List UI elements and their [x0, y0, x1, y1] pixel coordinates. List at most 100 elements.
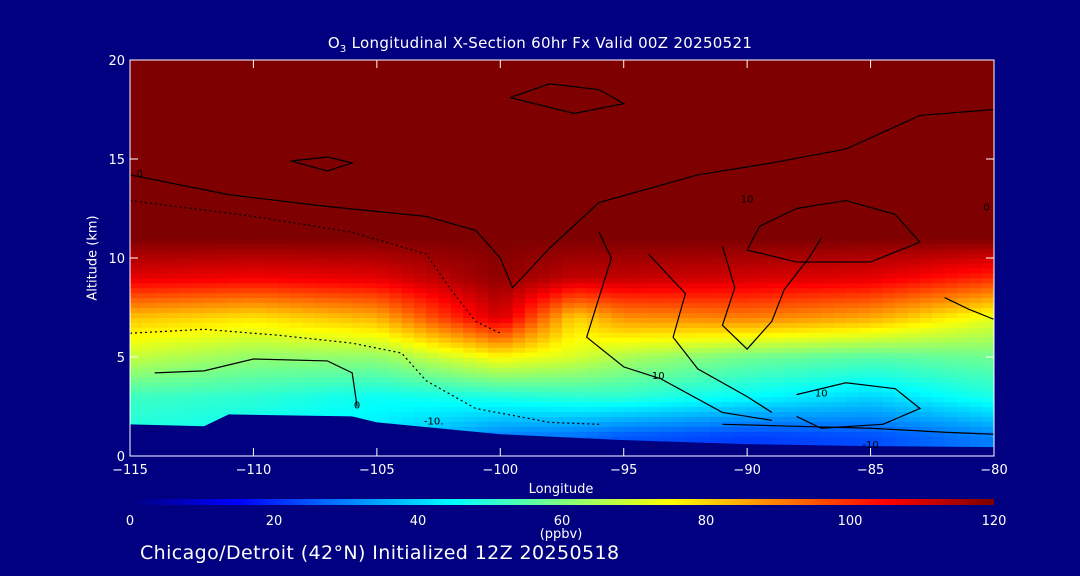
heatmap-cell	[389, 317, 403, 323]
heatmap-cell	[364, 327, 378, 333]
heatmap-cell	[154, 302, 168, 309]
heatmap-cell	[364, 292, 378, 299]
heatmap-cell	[376, 411, 390, 417]
heatmap-cell	[142, 376, 156, 383]
heatmap-cell	[142, 406, 156, 413]
heatmap-cell	[870, 431, 884, 437]
heatmap-cell	[969, 401, 983, 408]
heatmap-cell	[574, 391, 588, 398]
heatmap-cell	[327, 317, 341, 323]
heatmap-cell	[327, 347, 341, 353]
heatmap-cell	[228, 248, 242, 254]
heatmap-cell	[278, 317, 292, 323]
heatmap-cell	[562, 258, 575, 264]
heatmap-cell	[611, 426, 625, 432]
heatmap-cell	[673, 302, 687, 309]
heatmap-cell	[562, 386, 575, 393]
heatmap-cell	[697, 391, 711, 398]
heatmap-cell	[611, 421, 625, 427]
heatmap-cell	[241, 327, 255, 333]
heatmap-cell	[487, 223, 501, 229]
heatmap-cell	[845, 233, 859, 239]
heatmap-cell	[376, 327, 390, 333]
heatmap-cell	[919, 312, 933, 318]
heatmap-cell	[475, 327, 489, 333]
heatmap-cell	[796, 312, 810, 318]
heatmap-cell	[500, 352, 514, 358]
heatmap-cell	[216, 243, 230, 249]
heatmap-cell	[537, 357, 551, 363]
heatmap-cell	[463, 411, 477, 417]
heatmap-cell	[623, 282, 637, 289]
contour-line	[130, 199, 501, 334]
heatmap-cell	[265, 411, 279, 417]
heatmap-cell	[673, 381, 687, 388]
heatmap-cell	[191, 386, 205, 393]
heatmap-cell	[611, 342, 625, 348]
heatmap-cell	[660, 406, 674, 413]
heatmap-cell	[932, 262, 946, 269]
heatmap-cell	[722, 287, 736, 294]
heatmap-cell	[907, 302, 921, 309]
heatmap-cell	[697, 436, 711, 442]
heatmap-cell	[438, 233, 452, 239]
heatmap-cell	[500, 342, 514, 348]
heatmap-cell	[784, 416, 798, 422]
heatmap-cell	[389, 253, 403, 259]
heatmap-cell	[648, 342, 662, 348]
heatmap-cell	[759, 297, 773, 304]
heatmap-cell	[130, 238, 143, 244]
heatmap-cell	[821, 282, 835, 289]
heatmap-cell	[179, 342, 193, 348]
heatmap-cell	[167, 332, 180, 338]
heatmap-cell	[895, 228, 909, 234]
heatmap-cell	[426, 376, 440, 383]
heatmap-cell	[265, 332, 279, 338]
heatmap-cell	[438, 253, 452, 259]
heatmap-cell	[574, 287, 588, 294]
heatmap-cell	[241, 322, 255, 328]
heatmap-cell	[673, 317, 687, 323]
heatmap-cell	[895, 302, 909, 309]
heatmap-cell	[784, 361, 798, 368]
heatmap-cell	[549, 396, 563, 403]
heatmap-cell	[784, 272, 798, 279]
heatmap-cell	[895, 436, 909, 442]
heatmap-cell	[981, 386, 994, 393]
heatmap-cell	[586, 361, 600, 368]
heatmap-cell	[278, 302, 292, 309]
contour-label: 10	[815, 389, 828, 400]
heatmap-cell	[673, 332, 687, 338]
heatmap-cell	[907, 342, 921, 348]
heatmap-cell	[130, 411, 143, 417]
heatmap-cell	[636, 327, 649, 333]
heatmap-cell	[179, 406, 193, 413]
heatmap-cell	[673, 223, 687, 229]
heatmap-cell	[611, 317, 625, 323]
heatmap-cell	[426, 258, 440, 264]
heatmap-cell	[130, 277, 143, 284]
heatmap-cell	[882, 332, 896, 338]
heatmap-cell	[944, 302, 958, 309]
heatmap-cell	[660, 421, 674, 427]
heatmap-cell	[376, 258, 390, 264]
heatmap-cell	[228, 218, 242, 224]
heatmap-cell	[142, 381, 156, 388]
heatmap-cell	[487, 401, 501, 408]
heatmap-cell	[352, 282, 366, 289]
heatmap-cell	[216, 292, 230, 299]
heatmap-cell	[636, 376, 649, 383]
heatmap-cell	[586, 431, 600, 437]
heatmap-cell	[734, 327, 748, 333]
heatmap-cell	[401, 218, 415, 224]
heatmap-cell	[179, 302, 193, 309]
heatmap-cell	[821, 436, 835, 442]
heatmap-cell	[327, 233, 341, 239]
heatmap-cell	[463, 277, 477, 284]
heatmap-cell	[969, 272, 983, 279]
heatmap-cell	[549, 426, 563, 432]
heatmap-cell	[167, 262, 180, 269]
heatmap-cell	[167, 406, 180, 413]
heatmap-cell	[142, 347, 156, 353]
heatmap-cell	[167, 416, 180, 422]
